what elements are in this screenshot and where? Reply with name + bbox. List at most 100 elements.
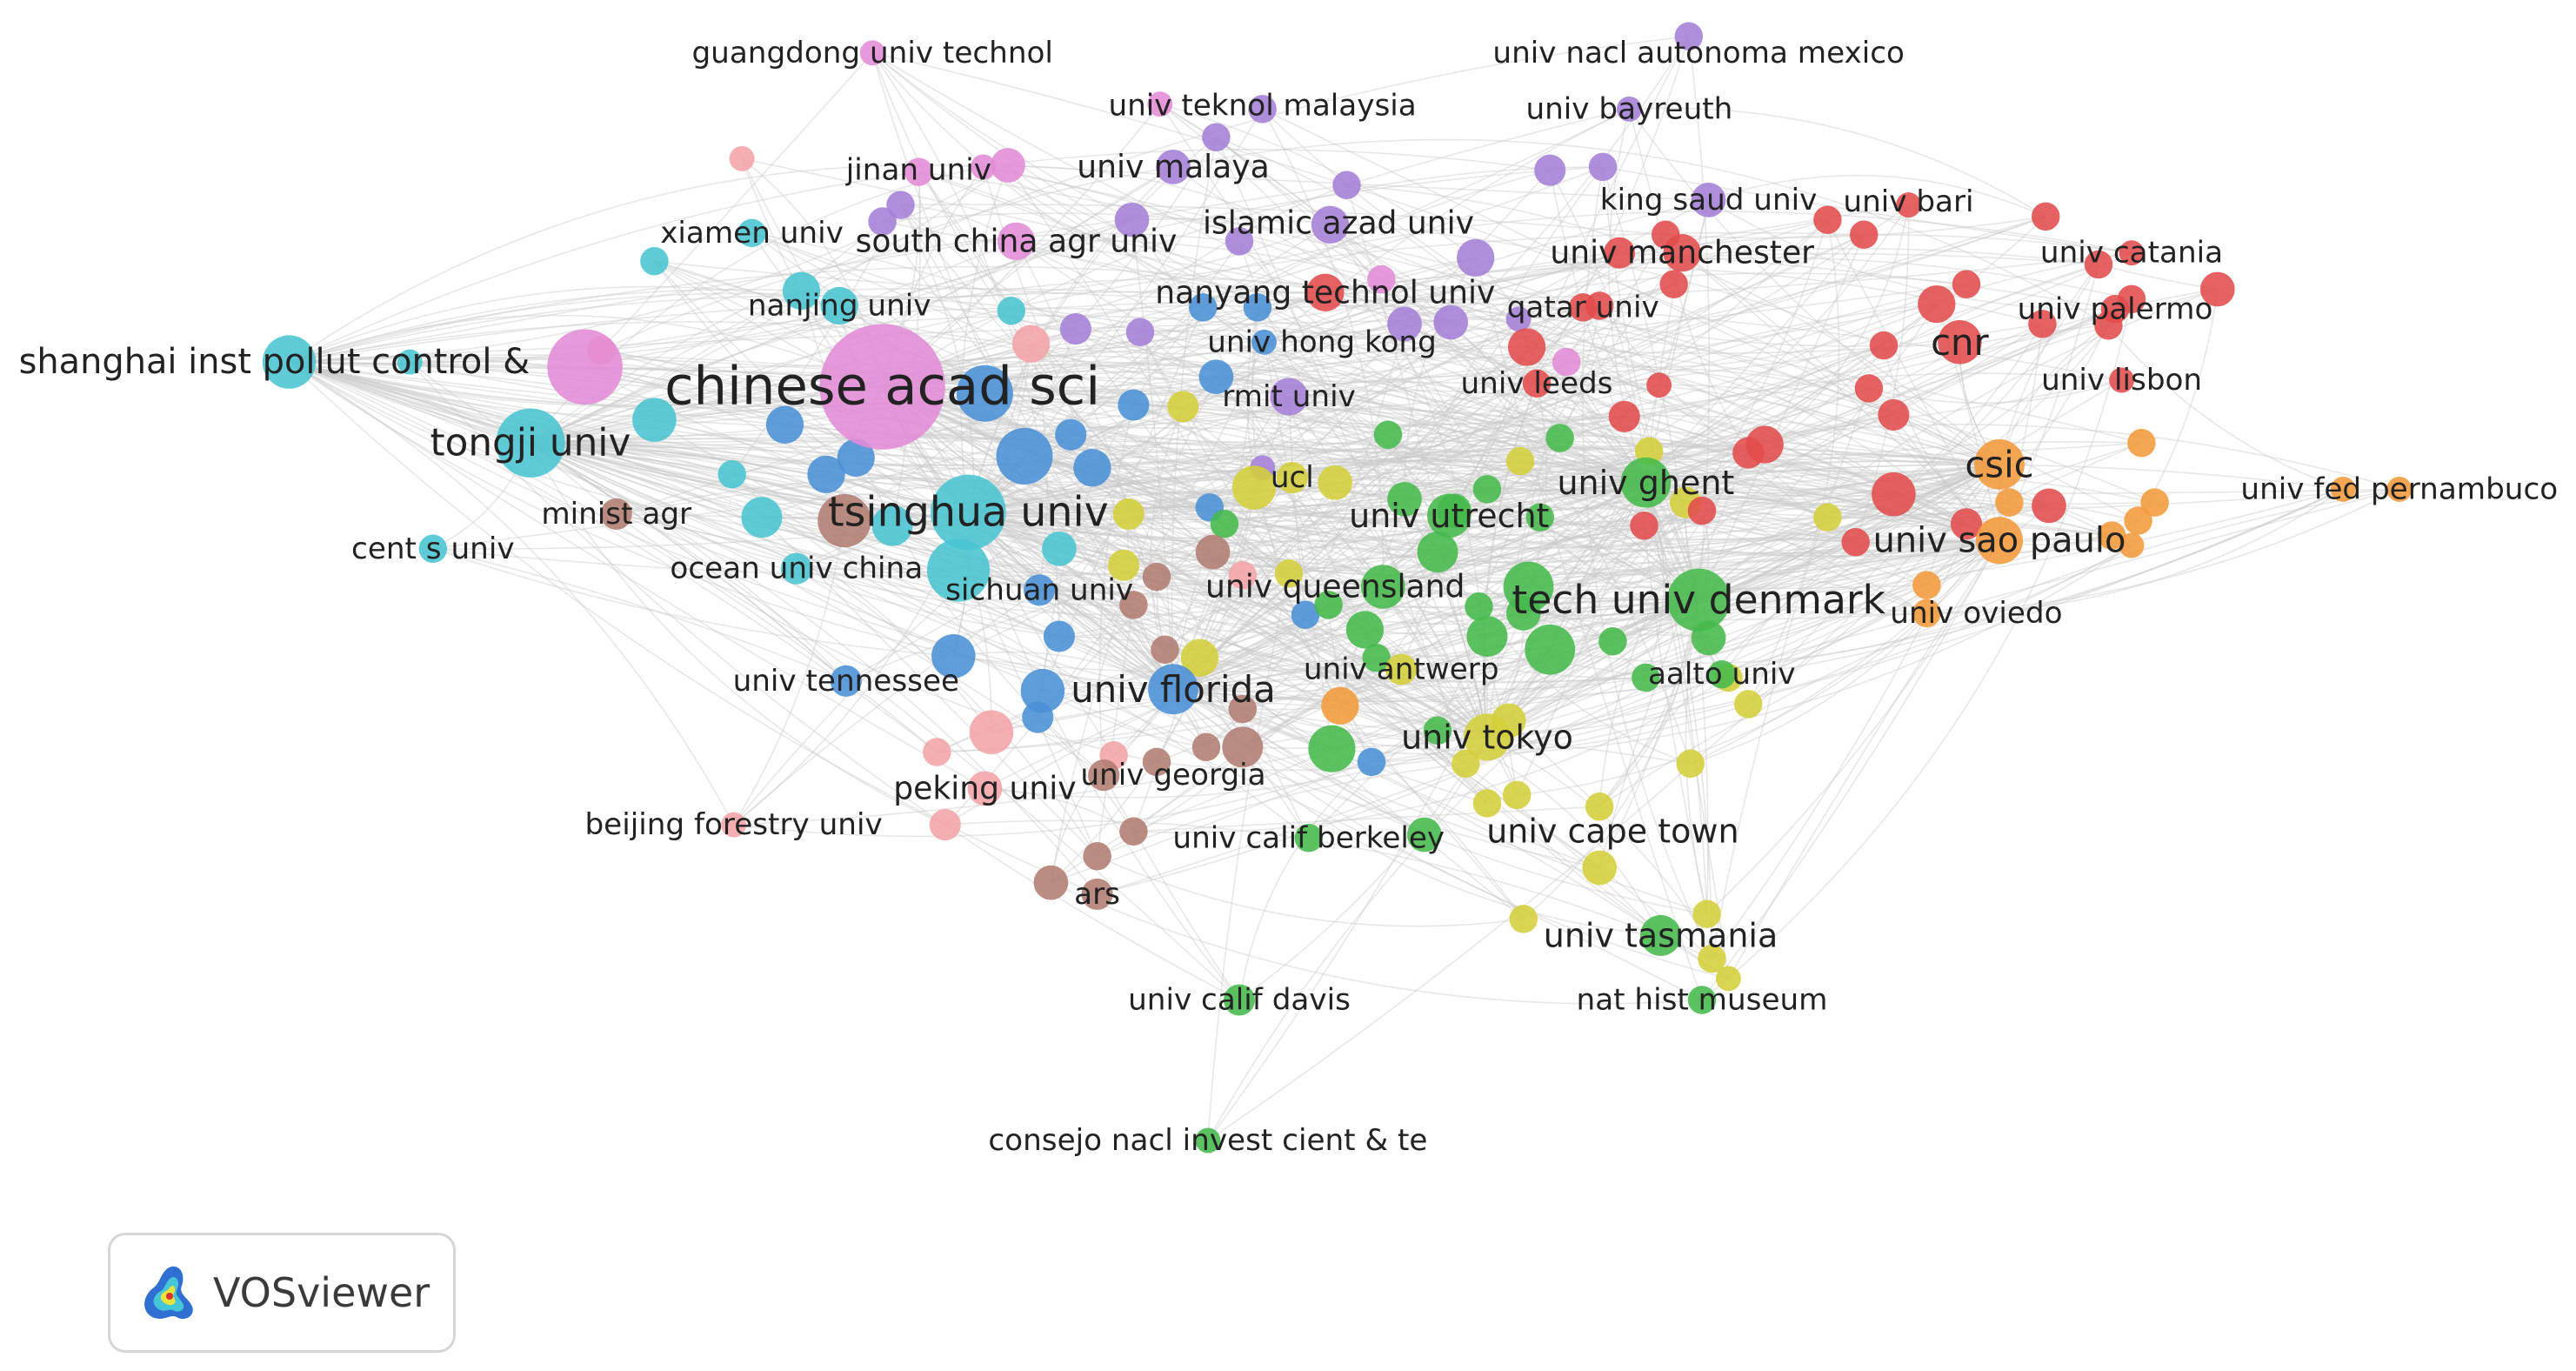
institution-node[interactable] [2124,506,2152,535]
institution-node[interactable] [1466,616,1508,657]
institution-node[interactable] [2199,271,2235,307]
institution-node[interactable] [886,191,915,219]
institution-node[interactable] [1167,391,1199,423]
institution-node[interactable] [1502,780,1532,810]
institution-node[interactable] [1228,560,1258,590]
institution-node[interactable] [640,246,669,276]
institution-node[interactable] [1042,531,1077,566]
institution-label[interactable]: cnr [1931,321,1989,364]
institution-node[interactable] [1582,850,1618,886]
institution-node[interactable] [1640,914,1681,956]
institution-label[interactable]: rmit univ [1222,379,1356,414]
institution-node[interactable] [1950,508,1983,540]
institution-node[interactable] [2386,476,2412,502]
institution-node[interactable] [1195,1127,1221,1154]
institution-node[interactable] [1306,273,1345,311]
institution-label[interactable]: consejo nacl invest cient & te [988,1123,1427,1158]
institution-label[interactable]: univ oviedo [1890,596,2062,631]
institution-node[interactable] [859,40,885,66]
institution-node[interactable] [1525,624,1576,675]
institution-node[interactable] [1059,313,1091,345]
institution-node[interactable] [1603,237,1636,269]
institution-label[interactable]: univ teknol malaysia [1108,89,1416,124]
institution-label[interactable]: chinese acad sci [664,357,1100,418]
institution-node[interactable] [1632,663,1660,692]
institution-node[interactable] [1472,789,1502,818]
institution-label[interactable]: univ queensland [1205,569,1465,605]
institution-node[interactable] [1912,599,1941,628]
institution-node[interactable] [1362,643,1391,672]
institution-label[interactable]: csic [1965,443,2033,485]
institution-node[interactable] [2084,250,2113,279]
institution-node[interactable] [923,738,951,766]
institution-node[interactable] [1872,471,1916,517]
institution-node[interactable] [1373,420,1403,449]
institution-node[interactable] [1195,534,1231,570]
institution-node[interactable] [262,335,317,389]
institution-node[interactable] [1869,331,1899,360]
institution-label[interactable]: univ bari [1843,184,1973,219]
institution-label[interactable]: univ utrecht [1349,497,1549,535]
institution-node[interactable] [969,710,1014,754]
institution-node[interactable] [1465,592,1493,621]
institution-node[interactable] [600,498,632,530]
institution-node[interactable] [1228,694,1258,724]
institution-node[interactable] [1225,227,1254,256]
institution-node[interactable] [1534,154,1566,186]
institution-node[interactable] [1151,635,1179,664]
institution-node[interactable] [971,154,996,180]
institution-node[interactable] [2028,310,2057,338]
institution-node[interactable] [1314,591,1343,619]
institution-label[interactable]: univ nacl autonoma mexico [1492,36,1905,70]
institution-label[interactable]: islamic azad univ [1203,205,1474,242]
institution-node[interactable] [496,408,565,478]
institution-label[interactable]: tsinghua univ [828,489,1109,537]
institution-node[interactable] [1433,304,1469,340]
institution-node[interactable] [1692,900,1721,928]
institution-node[interactable] [1975,517,2024,565]
institution-node[interactable] [1732,437,1765,469]
institution-node[interactable] [1841,527,1870,557]
institution-node[interactable] [1630,511,1658,540]
institution-node[interactable] [721,812,747,838]
institution-label[interactable]: univ calif davis [1128,983,1351,1018]
institution-node[interactable] [1598,626,1627,656]
institution-node[interactable] [1270,378,1308,416]
institution-node[interactable] [1974,439,2025,490]
institution-node[interactable] [1114,202,1150,237]
institution-label[interactable]: univ sao paulo [1873,520,2126,560]
institution-node[interactable] [717,460,746,489]
institution-node[interactable] [956,364,1013,422]
institution-node[interactable] [1452,749,1480,779]
institution-node[interactable] [1248,95,1277,124]
institution-node[interactable] [547,329,623,405]
institution-label[interactable]: nanyang technol univ [1155,274,1495,311]
institution-node[interactable] [1588,152,1618,182]
institution-node[interactable] [2140,488,2169,517]
institution-node[interactable] [1545,424,1574,452]
institution-node[interactable] [1198,359,1234,395]
institution-node[interactable] [837,438,875,477]
institution-node[interactable] [1667,568,1731,632]
institution-node[interactable] [1505,596,1541,631]
institution-label[interactable]: univ tokyo [1401,718,1573,756]
institution-node[interactable] [741,497,783,538]
institution-node[interactable] [1088,759,1120,792]
institution-node[interactable] [1033,865,1069,900]
institution-node[interactable] [1180,639,1219,677]
institution-node[interactable] [1676,749,1705,779]
institution-node[interactable] [818,493,871,548]
institution-node[interactable] [991,148,1025,183]
institution-node[interactable] [1385,653,1418,686]
institution-label[interactable]: xiamen univ [660,216,844,251]
institution-label[interactable]: aalto univ [1648,657,1796,692]
institution-node[interactable] [1608,400,1640,432]
institution-node[interactable] [2097,521,2126,550]
institution-label[interactable]: tongji univ [430,421,631,465]
institution-label[interactable]: univ catania [2040,236,2223,271]
institution-node[interactable] [1715,966,1741,992]
institution-label[interactable]: univ tennessee [733,664,959,699]
institution-node[interactable] [1659,270,1688,299]
institution-node[interactable] [1417,532,1458,573]
institution-node[interactable] [868,207,897,236]
